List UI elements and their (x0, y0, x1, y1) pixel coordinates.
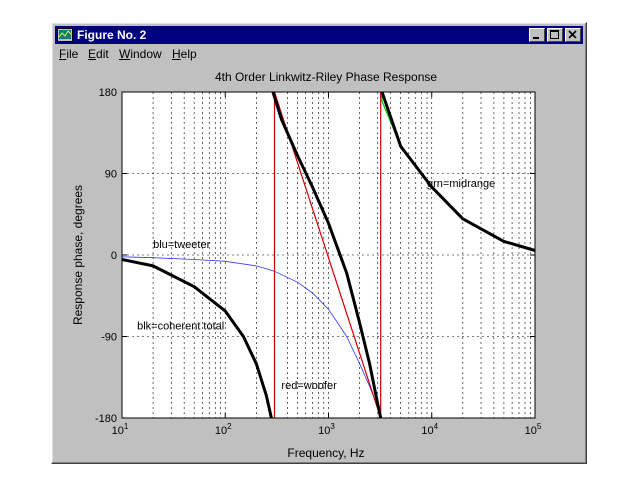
phase-response-chart: 4th Order Linkwitz-Riley Phase Response … (71, 70, 542, 460)
maximize-icon (550, 30, 559, 39)
chart-title: 4th Order Linkwitz-Riley Phase Response (215, 70, 437, 84)
y-tick-label: 0 (111, 250, 117, 262)
x-tick-label: 101 (112, 422, 129, 437)
title-bar[interactable]: Figure No. 2 (55, 26, 583, 44)
annotation-label: blu=tweeter (153, 239, 211, 251)
annotation-label: red=woofer (281, 380, 337, 392)
figure-area: 4th Order Linkwitz-Riley Phase Response … (55, 65, 583, 460)
x-axis-label: Frequency, Hz (287, 446, 364, 460)
y-tick-label: 90 (105, 169, 117, 181)
minimize-icon (533, 37, 539, 39)
series-coherent-total-line (380, 91, 536, 252)
series-coherent-total-line (271, 91, 383, 419)
series-tweeter-line (121, 256, 382, 419)
close-button[interactable] (565, 28, 581, 42)
annotation-label: grn=midrange (427, 178, 495, 190)
annotation-label: blk=coherent total (137, 320, 224, 332)
x-tick-label: 103 (318, 422, 335, 437)
menu-edit[interactable]: Edit (88, 47, 109, 61)
minimize-button[interactable] (529, 28, 545, 42)
series-woofer-line (273, 91, 382, 419)
y-tick-label: -90 (101, 332, 117, 344)
x-tick-label: 105 (525, 422, 542, 437)
menu-help[interactable]: Help (172, 47, 197, 61)
y-axis-label: Response phase, degrees (71, 185, 85, 325)
close-icon (568, 30, 577, 39)
y-tick-label: 180 (99, 87, 117, 99)
maximize-button[interactable] (547, 28, 563, 42)
x-tick-label: 102 (215, 422, 232, 437)
series-coherent-total-line (121, 258, 273, 419)
menu-bar: File Edit Window Help (55, 45, 583, 63)
figure-app-icon (57, 28, 73, 42)
window-title: Figure No. 2 (77, 28, 147, 42)
x-tick-label: 104 (421, 422, 438, 437)
y-tick-label: -180 (95, 413, 117, 425)
menu-window[interactable]: Window (119, 47, 162, 61)
menu-file[interactable]: File (59, 47, 79, 61)
figure-window: Figure No. 2 File Edit Window Help 4th O… (51, 22, 587, 464)
